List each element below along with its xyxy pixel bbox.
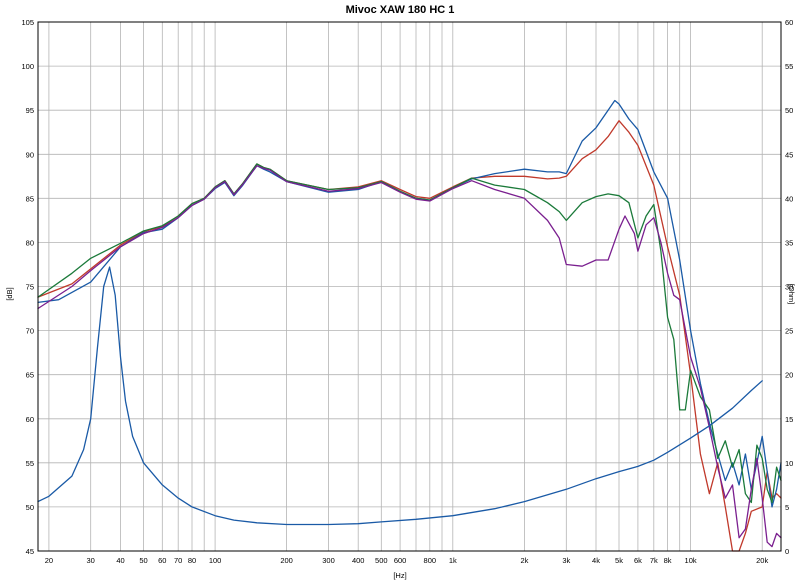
series-line-1 (37, 120, 782, 552)
x-tick-label: 60 (158, 556, 166, 565)
x-tick-label: 400 (352, 556, 365, 565)
x-tick-label: 70 (174, 556, 182, 565)
y2-tick-label: 25 (785, 327, 793, 336)
x-tick-label: 80 (188, 556, 196, 565)
y-tick-label: 65 (26, 371, 34, 380)
x-tick-label: 6k (634, 556, 642, 565)
y2-tick-label: 50 (785, 106, 793, 115)
y2-tick-label: 0 (785, 547, 789, 556)
series-line-2 (37, 99, 782, 508)
y-axis-label: [dB] (5, 287, 14, 300)
y-tick-label: 80 (26, 238, 34, 247)
x-tick-label: 4k (592, 556, 600, 565)
y-tick-label: 105 (21, 18, 34, 27)
series-line-5 (37, 266, 763, 526)
y2-tick-label: 5 (785, 503, 789, 512)
y2-tick-label: 55 (785, 62, 793, 71)
x-tick-label: 300 (322, 556, 335, 565)
tick-labels: 45 50 55 60 65 70 75 80 85 90 95 100 105 0 5 10 15 20 25 30… (21, 18, 793, 565)
x-tick-label: 500 (375, 556, 388, 565)
y-tick-label: 55 (26, 459, 34, 468)
y2-axis-label: [Ohm] (787, 284, 796, 304)
x-tick-label: 20 (45, 556, 53, 565)
x-tick-label: 30 (87, 556, 95, 565)
x-tick-label: 800 (424, 556, 437, 565)
y2-tick-label: 35 (785, 238, 793, 247)
y-tick-label: 85 (26, 194, 34, 203)
x-tick-label: 10k (685, 556, 697, 565)
y-tick-label: 100 (21, 62, 34, 71)
x-tick-label: 2k (520, 556, 528, 565)
chart-title: Mivoc XAW 180 HC 1 (346, 4, 455, 16)
y2-tick-label: 10 (785, 459, 793, 468)
plot-frame (37, 21, 782, 552)
y-tick-label: 95 (26, 106, 34, 115)
series-line-4 (37, 165, 782, 548)
grid-lines (38, 21, 781, 552)
y2-tick-label: 15 (785, 415, 793, 424)
x-tick-label: 5k (615, 556, 623, 565)
y-tick-label: 90 (26, 150, 34, 159)
x-tick-label: 20k (756, 556, 768, 565)
x-axis-label: [Hz] (393, 571, 406, 580)
y-tick-label: 60 (26, 415, 34, 424)
y2-tick-label: 45 (785, 150, 793, 159)
x-tick-label: 600 (394, 556, 407, 565)
series-group (37, 99, 782, 552)
y2-tick-label: 40 (785, 194, 793, 203)
x-tick-label: 1k (449, 556, 457, 565)
y-tick-label: 70 (26, 327, 34, 336)
series-line-3 (37, 163, 782, 504)
y-tick-label: 45 (26, 547, 34, 556)
x-tick-label: 3k (562, 556, 570, 565)
x-tick-label: 100 (209, 556, 222, 565)
x-tick-label: 8k (664, 556, 672, 565)
y-tick-label: 50 (26, 503, 34, 512)
y2-tick-label: 60 (785, 18, 793, 27)
x-tick-label: 7k (650, 556, 658, 565)
y2-tick-label: 30 (785, 283, 793, 292)
x-tick-label: 50 (139, 556, 147, 565)
x-tick-label: 40 (116, 556, 124, 565)
y-tick-label: 75 (26, 283, 34, 292)
y2-tick-label: 20 (785, 371, 793, 380)
x-tick-label: 200 (280, 556, 293, 565)
